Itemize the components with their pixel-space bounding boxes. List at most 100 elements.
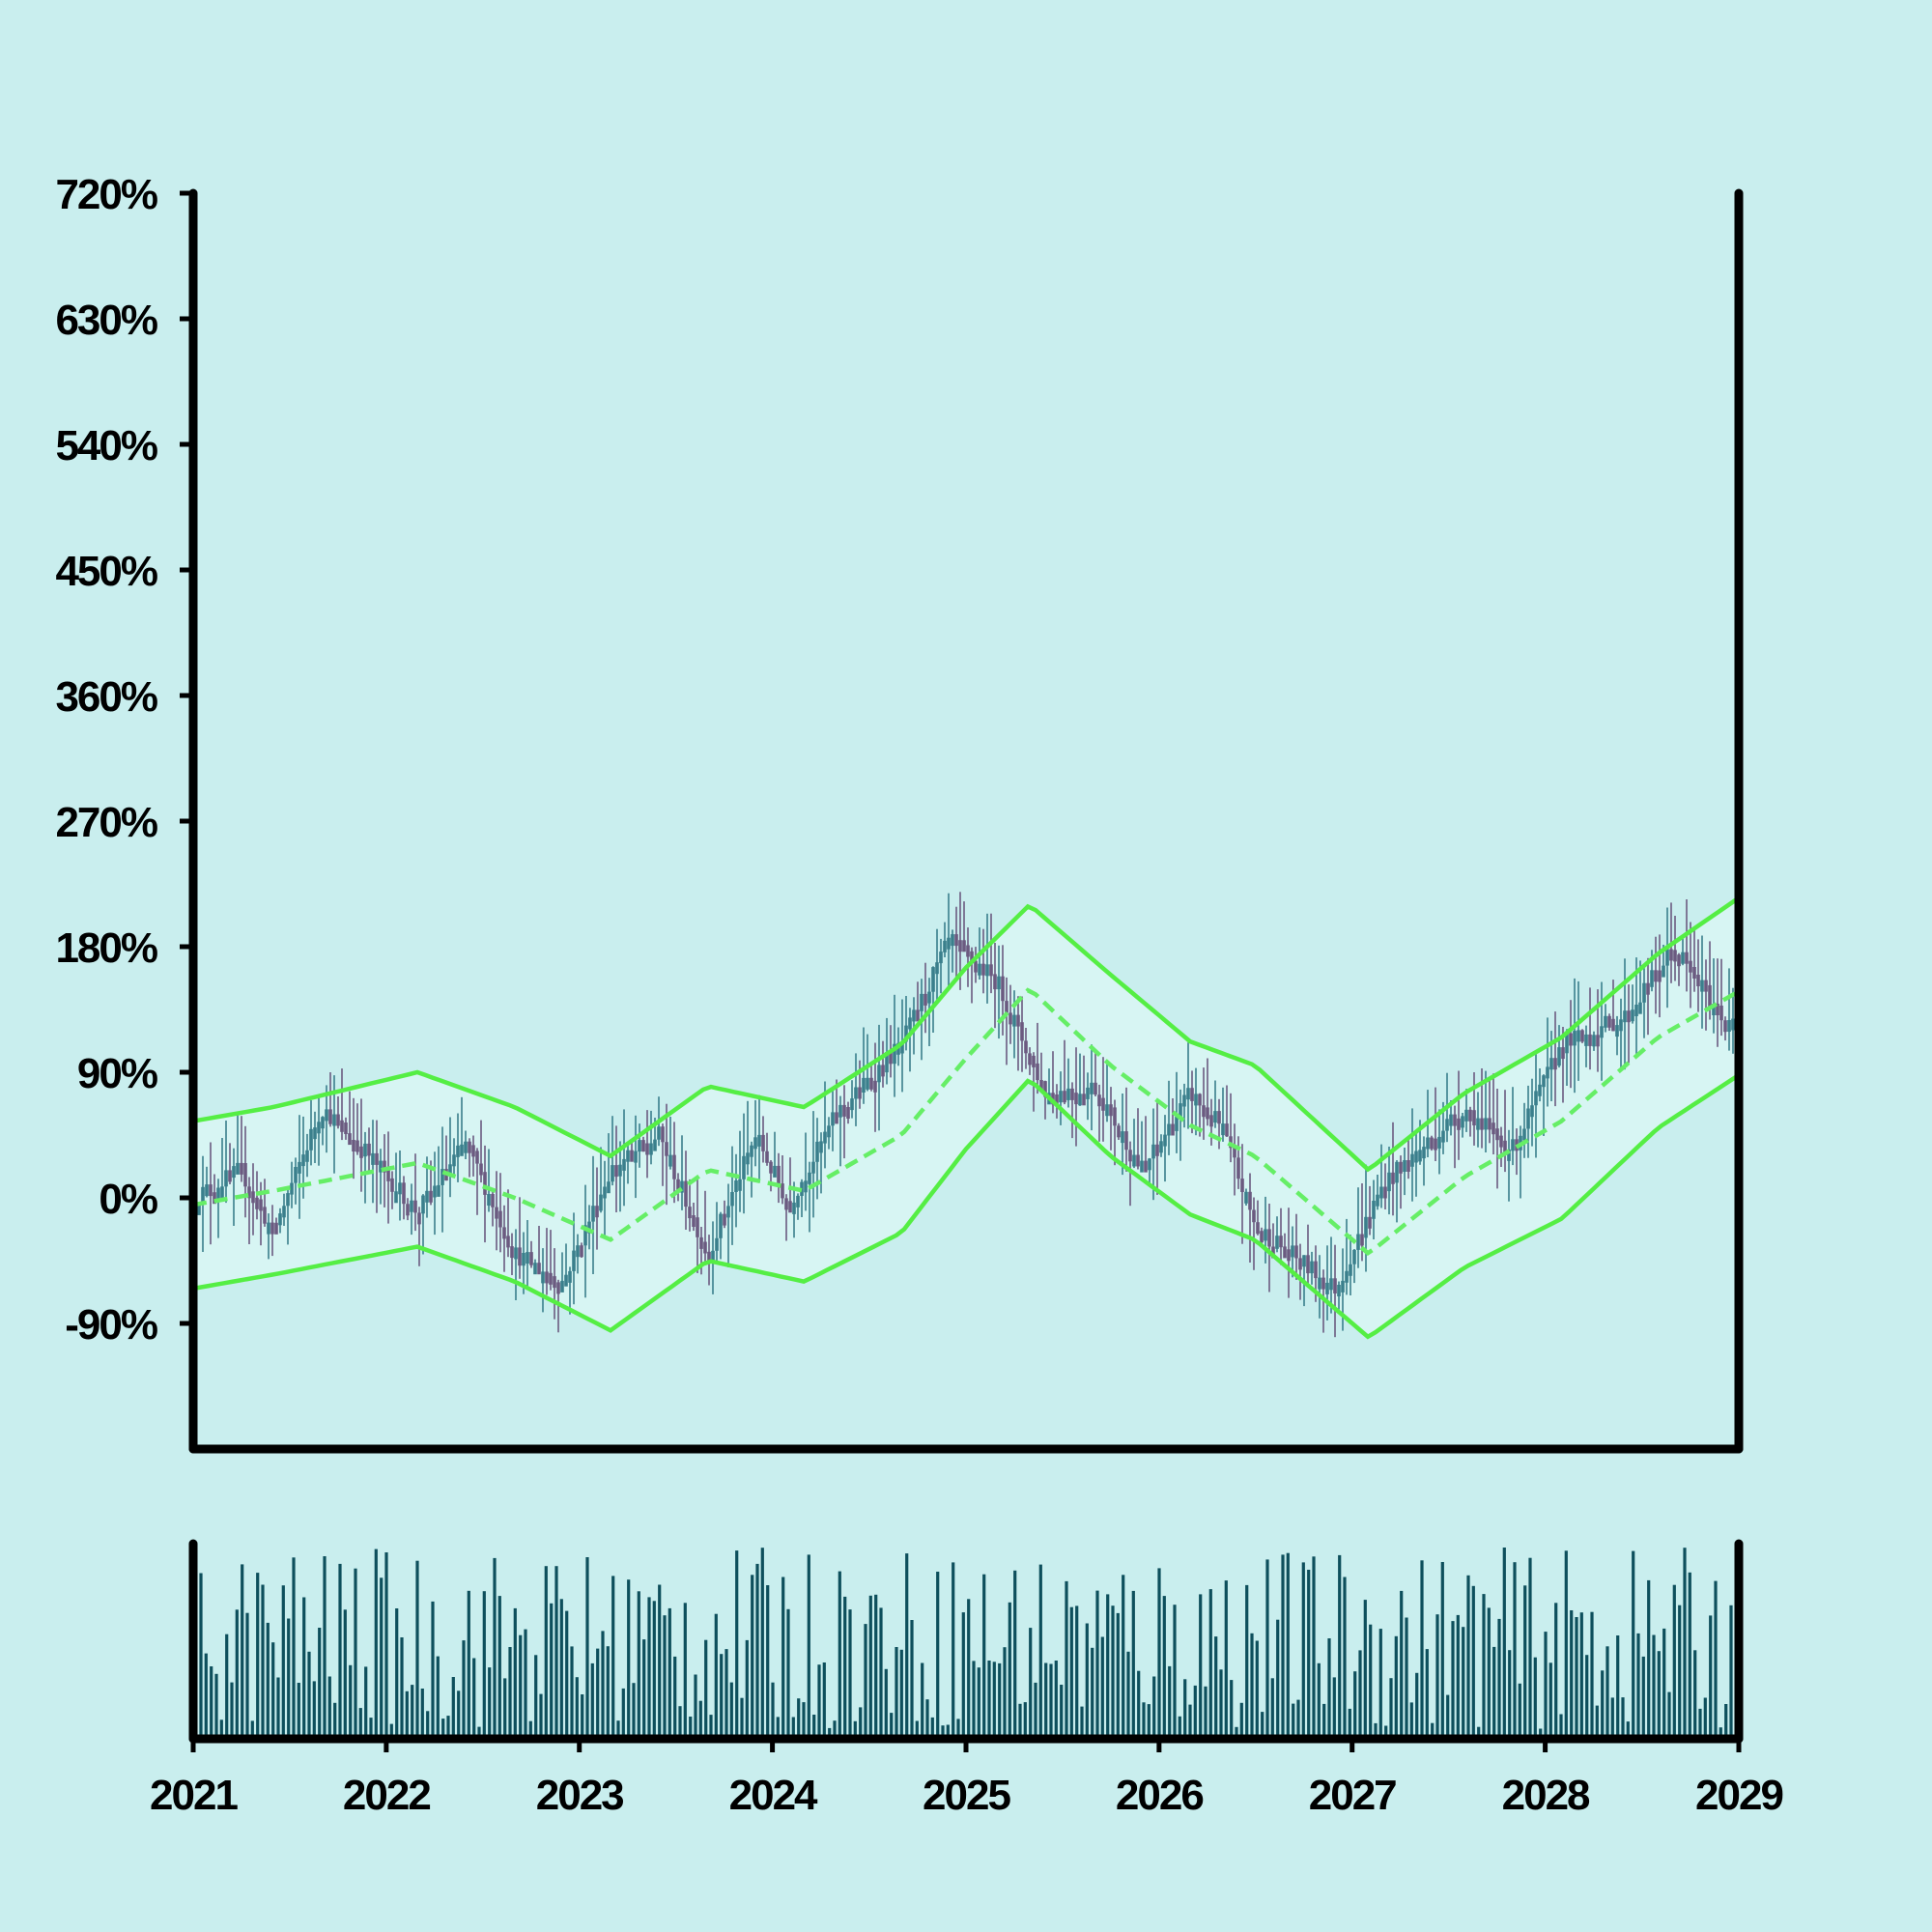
volume-bar	[420, 1689, 424, 1739]
candle-body	[541, 1271, 545, 1284]
candle-body	[1024, 1040, 1028, 1054]
volume-bar	[1400, 1590, 1404, 1739]
volume-bar	[663, 1615, 667, 1739]
volume-bar	[714, 1613, 718, 1739]
volume-bar	[817, 1664, 821, 1739]
candle-body	[1619, 1019, 1623, 1032]
volume-bar	[828, 1727, 832, 1739]
candle-body	[1078, 1094, 1082, 1106]
candle-body	[309, 1128, 313, 1151]
volume-bar	[354, 1568, 357, 1739]
volume-bar	[554, 1566, 558, 1739]
candle-body	[1607, 1015, 1611, 1028]
candle-body	[498, 1210, 502, 1228]
volume-bar	[1126, 1651, 1130, 1739]
volume-bar	[1657, 1651, 1661, 1739]
volume-bar	[415, 1560, 419, 1739]
volume-bar	[1183, 1679, 1187, 1739]
volume-bar	[1003, 1647, 1007, 1739]
candles	[193, 892, 1739, 1338]
candle-body	[1511, 1139, 1515, 1151]
volume-bar	[472, 1658, 476, 1739]
candle-body	[1426, 1137, 1430, 1150]
candle-body	[468, 1141, 471, 1153]
volume-bar	[1570, 1610, 1574, 1739]
candle-body	[978, 963, 981, 976]
candle-body	[730, 1192, 734, 1207]
candle-body	[274, 1222, 278, 1235]
candle-body	[572, 1250, 576, 1271]
candle-body	[1530, 1105, 1534, 1118]
volume-bar	[1405, 1617, 1408, 1739]
volume-bar	[1533, 1657, 1537, 1739]
candle-body	[908, 1017, 912, 1030]
candle-body	[1066, 1088, 1070, 1100]
volume-bar	[426, 1711, 430, 1739]
candle-body	[1236, 1157, 1240, 1179]
volume-bar	[230, 1682, 234, 1739]
volume-bar	[1111, 1605, 1115, 1739]
volume-bar	[1245, 1584, 1249, 1739]
candle-body	[1650, 970, 1654, 987]
candle-body	[1267, 1229, 1271, 1247]
volume-bar	[1069, 1606, 1073, 1739]
candle-body	[742, 1155, 746, 1179]
volume-bar	[1585, 1655, 1589, 1739]
candle-body	[1318, 1277, 1321, 1290]
volume-bar	[565, 1610, 569, 1739]
volume-bar	[998, 1662, 1002, 1739]
volume-bar	[349, 1664, 353, 1739]
volume-bar	[698, 1700, 702, 1739]
candle-body	[352, 1140, 355, 1151]
candle-body	[1364, 1216, 1368, 1238]
volume-bar	[1013, 1570, 1017, 1739]
volume-bar	[1420, 1560, 1424, 1739]
volume-bar	[1678, 1605, 1682, 1739]
candle-body	[1291, 1245, 1294, 1258]
candle-body	[1692, 967, 1696, 979]
volume-bar	[467, 1590, 470, 1739]
volume-bar	[1456, 1614, 1460, 1739]
candle-body	[1349, 1264, 1352, 1276]
candle-body	[560, 1280, 564, 1293]
y-tick-label: 180%	[55, 924, 156, 972]
candle-body	[367, 1143, 371, 1156]
candle-body	[1005, 1001, 1009, 1013]
volume-bar	[977, 1667, 980, 1739]
candle-body	[371, 1152, 375, 1165]
volume-bar	[1348, 1708, 1351, 1739]
volume-bar	[384, 1552, 388, 1739]
volume-bar	[1008, 1602, 1011, 1739]
candle-body	[1399, 1161, 1403, 1174]
volume-bar	[843, 1596, 847, 1739]
candle-body	[1213, 1111, 1217, 1123]
candle-body	[707, 1251, 711, 1264]
volume-bar	[1632, 1550, 1635, 1739]
candle-body	[1476, 1118, 1480, 1130]
candle-body	[1453, 1114, 1457, 1126]
candle-body	[270, 1222, 274, 1235]
middle-band-line	[192, 987, 1741, 1257]
volume-bar	[1394, 1635, 1398, 1739]
candle-body	[394, 1191, 398, 1204]
volume-bar	[1435, 1614, 1439, 1739]
candle-body	[1704, 980, 1708, 992]
candle-body	[1113, 1107, 1117, 1126]
candle-body	[1584, 1034, 1588, 1046]
volume-bar	[395, 1608, 399, 1739]
candle-body	[611, 1165, 614, 1182]
candle-body	[630, 1150, 634, 1162]
candle-body	[440, 1169, 444, 1185]
volume-bar	[621, 1688, 625, 1739]
x-tick-label: 2029	[1695, 1772, 1782, 1819]
candle-body	[197, 1203, 201, 1215]
candle-body	[792, 1202, 796, 1214]
candle-body	[665, 1142, 668, 1156]
volume-bar	[884, 1668, 888, 1739]
volume-bar	[1049, 1663, 1053, 1739]
volume-bar	[210, 1666, 213, 1739]
candle-body	[854, 1087, 858, 1099]
candle-body	[1658, 970, 1662, 982]
volume-bar	[1358, 1650, 1362, 1739]
candle-body	[1418, 1150, 1422, 1162]
